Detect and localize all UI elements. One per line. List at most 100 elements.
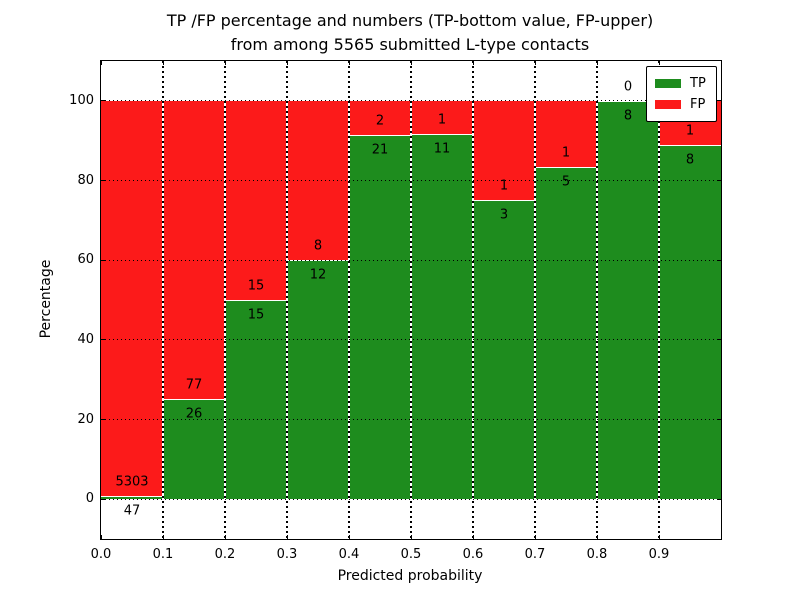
tp-count-label: 8 <box>623 108 633 124</box>
y-tick-label: 100 <box>69 92 94 108</box>
bar-tp-segment <box>349 135 411 500</box>
x-tick <box>100 535 102 539</box>
bar-tp-segment <box>225 300 287 500</box>
tp-legend-swatch <box>655 79 681 88</box>
x-tick-label: 0.4 <box>338 547 360 562</box>
y-tick <box>101 339 105 341</box>
gridline-vertical <box>224 61 226 539</box>
tp-count-label: 3 <box>499 207 509 223</box>
gridline-horizontal <box>101 180 721 181</box>
bar-tp-segment <box>659 145 721 500</box>
x-axis-label: Predicted probability <box>337 568 483 584</box>
x-tick-label: 0.6 <box>462 547 484 562</box>
bar-fp-segment <box>349 100 411 136</box>
x-tick <box>348 61 350 65</box>
x-tick <box>596 535 598 539</box>
tp-count-label: 8 <box>685 152 695 168</box>
y-tick <box>101 180 105 181</box>
y-tick <box>101 498 105 500</box>
chart-title: TP /FP percentage and numbers (TP-bottom… <box>100 9 720 57</box>
fp-count-label: 77 <box>185 377 203 393</box>
fp-legend-swatch <box>655 100 681 109</box>
tp-count-label: 5 <box>561 174 571 190</box>
fp-count-label: 0 <box>623 79 633 95</box>
x-tick <box>286 535 288 539</box>
fp-count-label: 1 <box>561 145 571 161</box>
x-tick <box>596 61 598 65</box>
legend: TP FP <box>646 66 717 122</box>
fp-count-label: 1 <box>499 178 509 194</box>
x-tick <box>410 535 412 539</box>
fp-count-label: 8 <box>313 238 323 254</box>
gridline-vertical <box>472 61 474 539</box>
x-tick <box>658 535 660 539</box>
x-tick-label: 0.0 <box>90 547 112 562</box>
tp-count-label: 21 <box>371 142 389 158</box>
legend-item-fp: FP <box>655 94 708 115</box>
x-tick <box>162 535 164 539</box>
x-tick <box>224 61 226 65</box>
gridline-vertical <box>658 61 660 539</box>
x-tick-label: 0.1 <box>152 547 174 562</box>
y-tick-label: 20 <box>77 411 94 427</box>
bar-tp-segment <box>163 398 225 500</box>
fp-count-label: 1 <box>437 112 447 128</box>
x-tick <box>100 61 102 65</box>
bar-tp-segment <box>287 260 349 500</box>
x-tick-label: 0.8 <box>586 547 608 562</box>
y-tick <box>101 100 105 102</box>
chart-title-line1: TP /FP percentage and numbers (TP-bottom… <box>166 11 654 30</box>
y-tick <box>101 419 105 420</box>
y-tick <box>717 498 721 500</box>
tp-count-label: 15 <box>247 307 265 323</box>
fp-count-label: 2 <box>375 113 385 129</box>
x-tick <box>410 61 412 65</box>
y-tick <box>717 419 721 420</box>
bar-fp-segment <box>101 100 163 496</box>
gridline-vertical <box>410 61 412 539</box>
y-tick <box>717 339 721 341</box>
tp-count-label: 12 <box>309 267 327 283</box>
x-tick-label: 0.2 <box>214 547 236 562</box>
bar-fp-segment <box>225 100 287 300</box>
gridline-horizontal <box>101 419 721 420</box>
gridline-horizontal <box>101 339 721 341</box>
tp-count-label: 26 <box>185 406 203 422</box>
gridline-vertical <box>348 61 350 539</box>
legend-item-tp: TP <box>655 73 708 94</box>
x-tick-label: 0.7 <box>524 547 546 562</box>
gridline-vertical <box>596 61 598 539</box>
bar-tp-segment <box>101 495 163 500</box>
bar-fp-segment <box>163 100 225 399</box>
x-tick <box>286 61 288 65</box>
fp-legend-label: FP <box>690 97 706 112</box>
y-tick-label: 0 <box>85 491 94 507</box>
bar-tp-segment <box>473 200 535 500</box>
y-tick <box>717 259 721 261</box>
gridline-vertical <box>534 61 536 539</box>
bar-fp-segment <box>473 100 535 201</box>
gridline-horizontal <box>101 259 721 261</box>
x-tick <box>162 61 164 65</box>
gridline-vertical <box>162 61 164 539</box>
plot-area: 5303 47 77 26 15 15 8 12 2 21 1 11 1 3 1 5 0 8 1 8 0.0 0.1 0.2… <box>69 60 722 562</box>
y-tick <box>717 180 721 181</box>
fp-count-label: 15 <box>247 278 265 294</box>
y-tick-label: 60 <box>77 252 94 268</box>
bar-fp-segment <box>411 100 473 135</box>
x-tick <box>534 61 536 65</box>
tp-count-label: 11 <box>433 141 451 157</box>
y-tick <box>101 259 105 261</box>
chart-title-line2: from among 5565 submitted L-type contact… <box>230 35 590 54</box>
y-axis-label: Percentage <box>38 259 54 339</box>
fp-count-label: 5303 <box>115 474 149 490</box>
x-tick <box>534 535 536 539</box>
x-tick <box>472 535 474 539</box>
gridline-vertical <box>286 61 288 539</box>
gridline-horizontal <box>101 498 721 500</box>
bar-tp-segment <box>597 100 659 500</box>
bar-tp-segment <box>411 134 473 500</box>
tp-legend-label: TP <box>690 76 706 91</box>
x-tick <box>348 535 350 539</box>
bar-tp-segment <box>535 167 597 500</box>
